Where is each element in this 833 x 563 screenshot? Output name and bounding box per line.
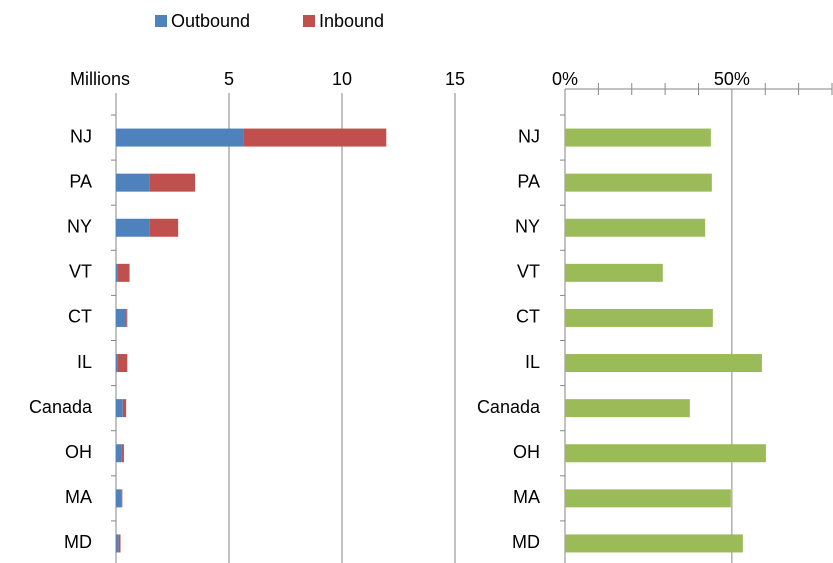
y-tick-label: MA bbox=[513, 487, 540, 507]
bar-segment bbox=[126, 308, 128, 327]
y-tick-label: Canada bbox=[477, 397, 541, 417]
bar-segment bbox=[122, 399, 127, 418]
legend-label: Outbound bbox=[171, 11, 250, 31]
bar-segment bbox=[121, 444, 124, 463]
bar-segment bbox=[116, 444, 122, 463]
bar-segment bbox=[116, 263, 118, 282]
bar bbox=[565, 173, 712, 192]
bar bbox=[565, 489, 731, 508]
y-tick-label: OH bbox=[513, 442, 540, 462]
bar-segment bbox=[116, 308, 127, 327]
y-tick-label: PA bbox=[517, 171, 540, 191]
y-tick-label: IL bbox=[525, 352, 540, 372]
y-tick-label: NY bbox=[67, 217, 92, 237]
y-tick-label: IL bbox=[77, 352, 92, 372]
bar-segment bbox=[116, 354, 118, 373]
bar bbox=[565, 399, 690, 418]
y-tick-label: MD bbox=[512, 532, 540, 552]
bar bbox=[565, 534, 743, 553]
legend-label: Inbound bbox=[319, 11, 384, 31]
bar bbox=[565, 444, 766, 463]
y-tick-label: CT bbox=[516, 307, 540, 327]
bar-segment bbox=[116, 489, 122, 508]
y-tick-label: NJ bbox=[70, 126, 92, 146]
bar-segment bbox=[118, 534, 121, 553]
bar-segment bbox=[116, 218, 150, 237]
bar-segment bbox=[149, 173, 196, 192]
bar bbox=[565, 263, 663, 282]
y-tick-label: PA bbox=[69, 171, 92, 191]
legend-swatch bbox=[155, 15, 167, 27]
y-tick-label: NJ bbox=[518, 126, 540, 146]
x-tick-label: 10 bbox=[332, 69, 352, 89]
bar bbox=[565, 308, 713, 327]
bar-segment bbox=[149, 218, 179, 237]
y-tick-label: VT bbox=[517, 262, 540, 282]
y-tick-label: VT bbox=[69, 262, 92, 282]
bar-segment bbox=[121, 489, 123, 508]
y-tick-label: OH bbox=[65, 442, 92, 462]
legend-swatch bbox=[303, 15, 315, 27]
bar-segment bbox=[116, 399, 123, 418]
bar-segment bbox=[117, 263, 130, 282]
x-tick-label: 50% bbox=[714, 69, 750, 89]
y-tick-label: MD bbox=[64, 532, 92, 552]
bar-segment bbox=[116, 534, 119, 553]
bar bbox=[565, 354, 762, 373]
x-axis-label: Millions bbox=[70, 69, 130, 89]
x-tick-label: 15 bbox=[445, 69, 465, 89]
bar-segment bbox=[116, 128, 244, 147]
y-tick-label: Canada bbox=[29, 397, 93, 417]
bar bbox=[565, 128, 711, 147]
bar bbox=[565, 218, 706, 237]
bar-segment bbox=[116, 173, 150, 192]
y-tick-label: MA bbox=[65, 487, 92, 507]
y-tick-label: CT bbox=[68, 307, 92, 327]
x-tick-label: 5 bbox=[224, 69, 234, 89]
y-tick-label: NY bbox=[515, 217, 540, 237]
bar-segment bbox=[243, 128, 387, 147]
bar-segment bbox=[117, 354, 128, 373]
x-tick-label: 0% bbox=[552, 69, 578, 89]
